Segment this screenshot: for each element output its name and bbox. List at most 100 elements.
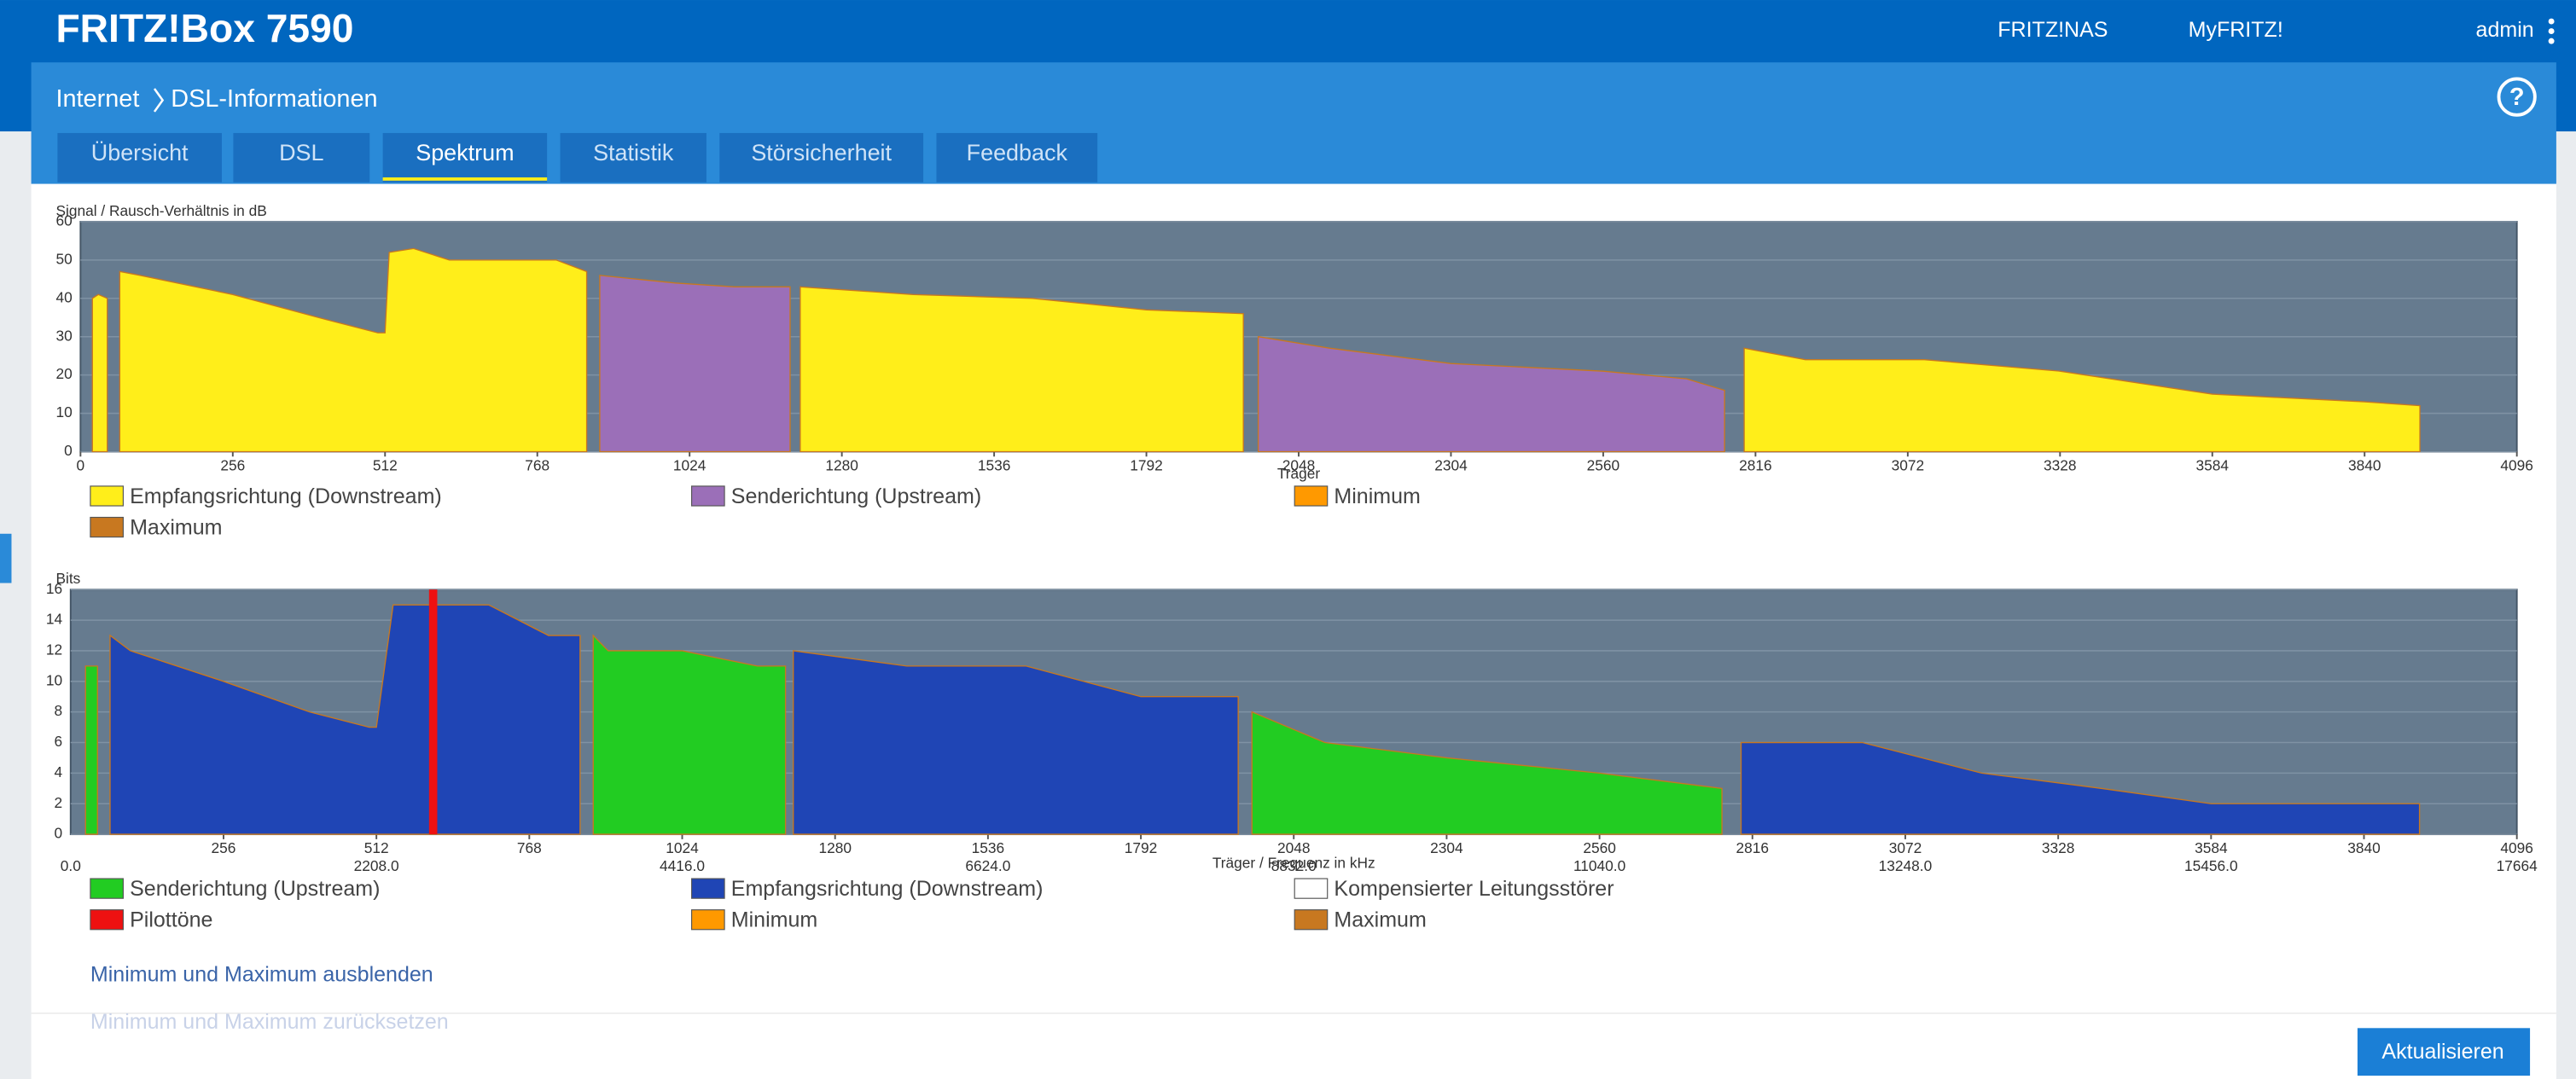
legend-swatch (90, 516, 124, 538)
x-axis-label: Träger / Frequenz in kHz (1212, 854, 1375, 871)
tab-underline (382, 177, 548, 181)
link[interactable]: Minimum und Maximum ausblenden (90, 962, 433, 986)
tab-label[interactable]: Statistik (593, 140, 674, 165)
x2-tick-label: 6624.0 (965, 857, 1010, 874)
x-tick-label: 1024 (673, 456, 707, 473)
legend-label: Empfangsrichtung (Downstream) (731, 877, 1044, 901)
refresh-button-label[interactable]: Aktualisieren (2381, 1040, 2503, 1064)
legend-swatch (90, 485, 124, 507)
legend-swatch (1294, 878, 1329, 899)
x-tick-label: 3072 (1892, 456, 1925, 473)
x-tick-label: 3840 (2348, 456, 2381, 473)
x-tick-label: 2304 (1430, 839, 1463, 856)
refresh-button[interactable] (2357, 1028, 2531, 1076)
legend-label: Maximum (1334, 908, 1426, 932)
y-tick-label: 16 (46, 580, 62, 597)
tab-label[interactable]: Störsicherheit (751, 140, 892, 165)
link[interactable]: Minimum und Maximum zurücksetzen (90, 1010, 449, 1034)
menu-dots[interactable] (2548, 18, 2555, 44)
legend-swatch (691, 909, 725, 931)
tab[interactable] (936, 132, 1098, 183)
area (91, 293, 108, 453)
y-tick-label: 60 (55, 212, 72, 229)
area (1251, 711, 1723, 835)
user-menu[interactable]: admin (2476, 18, 2534, 42)
y-tick-label: 0 (64, 442, 73, 459)
legend-swatch (1294, 485, 1329, 507)
area (800, 286, 1244, 453)
x-tick-label: 3584 (2196, 456, 2230, 473)
tab-label[interactable]: DSL (279, 140, 323, 165)
tab[interactable] (719, 132, 924, 183)
legend-swatch (90, 878, 124, 899)
legend-swatch (1294, 909, 1329, 931)
tab[interactable] (57, 132, 222, 183)
y-tick-label: 12 (46, 641, 62, 658)
x-tick-label: 3328 (2042, 839, 2075, 856)
side-marker (0, 533, 12, 583)
x-tick-label: 0 (77, 456, 85, 473)
y-tick-label: 40 (55, 288, 72, 305)
tab-label[interactable]: Übersicht (91, 140, 189, 165)
area (1257, 335, 1725, 453)
legend-label: Senderichtung (Upstream) (731, 484, 981, 508)
legend-label: Empfangsrichtung (Downstream) (130, 484, 442, 508)
y-tick-label: 4 (55, 763, 63, 780)
y-tick-label: 10 (55, 403, 72, 421)
legend-label: Pilottöne (130, 908, 212, 932)
area (109, 604, 581, 835)
x-axis-label: Träger (1277, 465, 1321, 482)
x-tick-label: 4096 (2500, 839, 2533, 856)
pilot-tone (428, 589, 438, 835)
x-tick-label: 512 (364, 839, 389, 856)
y-tick-label: 14 (46, 611, 63, 628)
x-tick-label: 3840 (2347, 839, 2381, 856)
x-tick-label: 1792 (1125, 839, 1158, 856)
x2-tick-label: 15456.0 (2184, 857, 2238, 874)
y-axis-label: Bits (55, 570, 80, 587)
y-tick-label: 50 (55, 250, 72, 267)
x-tick-label: 2560 (1587, 456, 1620, 473)
tab[interactable] (233, 132, 370, 183)
x-tick-label: 1024 (666, 839, 699, 856)
breadcrumb-page: DSL-Informationen (171, 85, 377, 113)
x-tick-label: 3584 (2195, 839, 2228, 856)
y-tick-label: 2 (55, 794, 63, 811)
x2-tick-label: 8832.0 (1271, 857, 1317, 874)
tab-label[interactable]: Spektrum (416, 140, 514, 165)
x-tick-label: 2816 (1739, 456, 1772, 473)
area (84, 665, 98, 835)
x-tick-label: 256 (220, 456, 245, 473)
y-tick-label: 20 (55, 365, 72, 382)
legend-swatch (90, 909, 124, 931)
nav-link[interactable]: MyFRITZ! (2189, 18, 2283, 42)
tab-label[interactable]: Feedback (967, 140, 1068, 165)
breadcrumb-root[interactable]: Internet (55, 85, 139, 113)
x-tick-label: 1280 (825, 456, 858, 473)
x-tick-label: 1536 (972, 839, 1005, 856)
legend-swatch (691, 485, 725, 507)
area (1743, 347, 2421, 453)
tab[interactable] (560, 132, 707, 183)
help-icon[interactable]: ? (2497, 77, 2537, 117)
legend-label: Maximum (130, 516, 222, 540)
x-tick-label: 768 (517, 839, 542, 856)
area (592, 634, 787, 835)
nav-link[interactable]: FRITZ!NAS (1997, 18, 2108, 42)
x2-tick-label: 2208.0 (354, 857, 399, 874)
legend-swatch (691, 878, 725, 899)
x-tick-label: 4096 (2500, 456, 2533, 473)
x-tick-label: 1280 (818, 839, 852, 856)
y-tick-label: 6 (55, 733, 63, 750)
y-tick-label: 30 (55, 327, 72, 344)
y-tick-label: 0 (55, 825, 63, 842)
legend-label: Minimum (1334, 484, 1420, 508)
x-tick-label: 2816 (1736, 839, 1770, 856)
tab[interactable] (382, 132, 548, 183)
area (793, 650, 1239, 835)
x-tick-label: 2048 (1277, 839, 1311, 856)
y-tick-label: 8 (55, 702, 63, 719)
area (599, 275, 791, 453)
area (119, 247, 588, 453)
